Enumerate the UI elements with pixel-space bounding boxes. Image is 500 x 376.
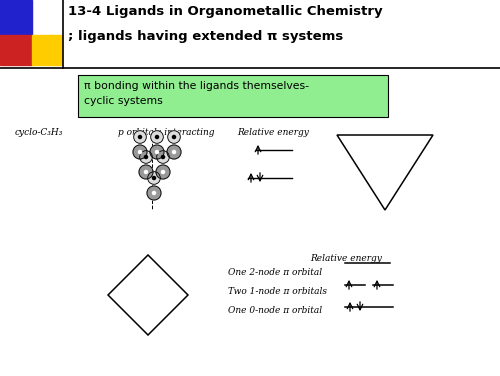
Circle shape	[139, 165, 153, 179]
Bar	[32, 35, 62, 65]
Bar	[0, 35, 32, 65]
Circle shape	[140, 151, 152, 163]
Circle shape	[172, 150, 176, 153]
Text: 13-4 Ligands in Organometallic Chemistry: 13-4 Ligands in Organometallic Chemistry	[68, 5, 382, 18]
Text: Two 1-node π orbitals: Two 1-node π orbitals	[228, 287, 327, 296]
Circle shape	[156, 151, 170, 163]
Bar	[0, 0, 32, 35]
Circle shape	[156, 135, 158, 138]
Bar	[78, 75, 388, 117]
Circle shape	[162, 170, 164, 174]
Circle shape	[138, 135, 141, 138]
Text: cyclic systems: cyclic systems	[84, 96, 163, 106]
Text: p orbitals interacting: p orbitals interacting	[118, 128, 214, 137]
Circle shape	[144, 170, 148, 174]
Circle shape	[152, 191, 156, 194]
Circle shape	[133, 145, 147, 159]
Text: Relative energy: Relative energy	[310, 254, 382, 263]
Text: π bonding within the ligands themselves-: π bonding within the ligands themselves-	[84, 81, 309, 91]
Text: One 0-node π orbital: One 0-node π orbital	[228, 306, 322, 315]
Circle shape	[148, 172, 160, 184]
Circle shape	[156, 150, 158, 153]
Circle shape	[150, 131, 164, 143]
Circle shape	[172, 135, 176, 138]
Circle shape	[147, 186, 161, 200]
Text: One 2-node π orbital: One 2-node π orbital	[228, 268, 322, 277]
Circle shape	[150, 145, 164, 159]
Circle shape	[138, 150, 141, 153]
Text: Relative energy: Relative energy	[237, 128, 309, 137]
Circle shape	[162, 155, 164, 159]
Circle shape	[167, 145, 181, 159]
Circle shape	[134, 131, 146, 143]
Text: cyclo-C₃H₃: cyclo-C₃H₃	[15, 128, 64, 137]
Circle shape	[144, 155, 148, 159]
Circle shape	[168, 131, 180, 143]
Circle shape	[156, 165, 170, 179]
Circle shape	[152, 176, 156, 180]
Text: ; ligands having extended π systems: ; ligands having extended π systems	[68, 30, 343, 43]
